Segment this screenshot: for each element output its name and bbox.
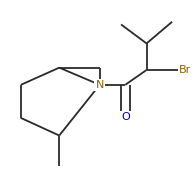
Text: N: N [95, 80, 104, 90]
Text: O: O [121, 112, 130, 122]
Text: Br: Br [179, 65, 191, 75]
